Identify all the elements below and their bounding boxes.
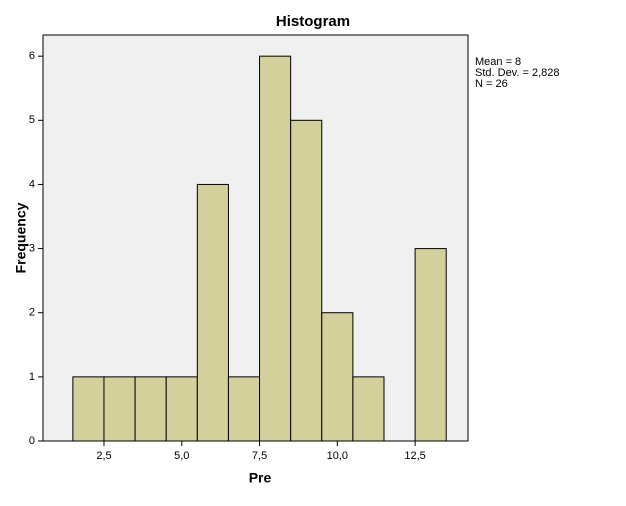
y-tick-label: 0 [29,435,35,447]
y-tick-label: 4 [29,178,35,190]
bar [290,119,323,442]
x-tick-label: 2,5 [96,450,111,462]
bar [321,312,354,442]
x-tick-label: 7,5 [252,450,267,462]
stat-text: N = 26 [475,78,508,90]
x-axis-label: Pre [249,470,272,486]
y-tick-label: 6 [29,50,35,62]
stat-text: Std. Dev. = 2,828 [475,67,560,79]
bar [134,376,167,442]
bar [352,376,385,442]
y-tick-label: 1 [29,371,35,383]
bar [414,248,447,442]
x-tick-label: 10,0 [327,450,348,462]
bar [103,376,136,442]
y-tick-label: 5 [29,114,35,126]
bar [72,376,105,442]
chart-title: Histogram [276,13,350,30]
plot-area [42,34,469,442]
stat-text: Mean = 8 [475,56,521,68]
y-axis-label: Frequency [13,202,29,273]
y-tick-label: 3 [29,242,35,254]
bar [227,376,261,442]
y-tick-label: 2 [29,307,35,319]
bar [165,376,198,442]
x-tick-label: 5,0 [174,450,189,462]
bar [196,183,229,442]
x-tick-label: 12,5 [404,450,425,462]
bar [259,55,292,442]
